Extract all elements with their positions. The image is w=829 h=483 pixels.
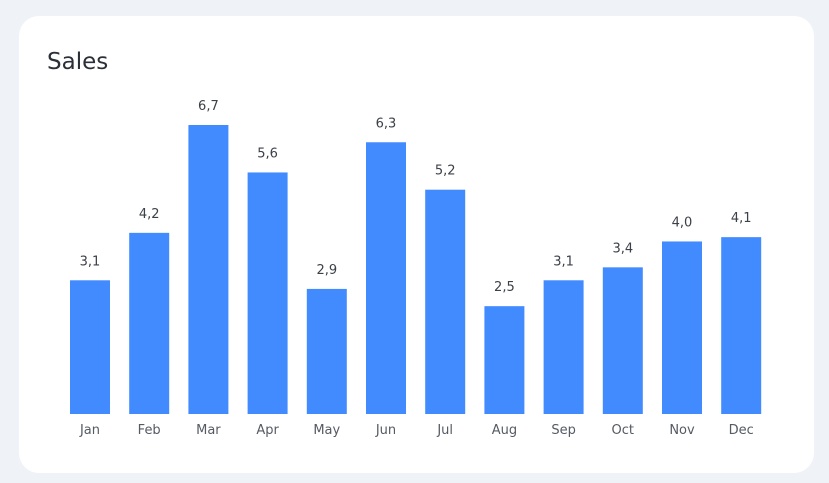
x-tick-label-sep: Sep (551, 423, 576, 438)
x-tick-label-feb: Feb (138, 423, 161, 438)
bar-value-label-oct: 3,4 (612, 241, 633, 256)
bar-value-label-feb: 4,2 (139, 207, 160, 222)
x-tick-label-aug: Aug (492, 423, 517, 438)
bar-jun (366, 142, 406, 414)
bar-dec (721, 237, 762, 414)
bar-value-label-apr: 5,6 (257, 146, 278, 161)
bar-value-label-may: 2,9 (316, 263, 337, 278)
bar-value-label-nov: 4,0 (672, 215, 693, 230)
bar-value-label-jan: 3,1 (80, 254, 101, 269)
bar-mar (188, 125, 229, 414)
bar-aug (484, 306, 525, 414)
bar-value-label-sep: 3,1 (553, 254, 574, 269)
bar-apr (247, 172, 288, 414)
x-tick-label-nov: Nov (669, 423, 695, 438)
bar-oct (602, 267, 643, 414)
bar-nov (662, 241, 702, 414)
x-tick-label-apr: Apr (256, 423, 279, 438)
x-tick-label-dec: Dec (729, 423, 754, 438)
x-tick-label-oct: Oct (612, 423, 634, 438)
bar-value-label-jul: 5,2 (435, 164, 456, 179)
chart-card: Sales 3,1 Jan 4,2 Feb 6,7 Mar 5,6 Apr 2,9 May 6,3 J… (19, 16, 814, 473)
sales-bar-chart: 3,1 Jan 4,2 Feb 6,7 Mar 5,6 Apr 2,9 May 6,3 Jun 5,2 J… (70, 99, 762, 438)
bar-value-label-mar: 6,7 (198, 99, 219, 114)
bar-value-label-dec: 4,1 (731, 211, 752, 226)
bar-value-label-jun: 6,3 (376, 116, 397, 131)
x-tick-label-mar: Mar (196, 423, 221, 438)
chart-title: Sales (47, 49, 109, 75)
bar-jul (425, 189, 466, 414)
x-tick-label-jun: Jun (375, 423, 396, 438)
x-tick-label-may: May (313, 423, 340, 438)
x-tick-label-jul: Jul (436, 423, 453, 438)
bar-value-label-aug: 2,5 (494, 280, 515, 295)
bar-may (306, 288, 347, 414)
bar-feb (129, 232, 170, 414)
bar-sep (543, 280, 584, 414)
x-tick-label-jan: Jan (79, 423, 100, 438)
bar-jan (70, 280, 110, 414)
